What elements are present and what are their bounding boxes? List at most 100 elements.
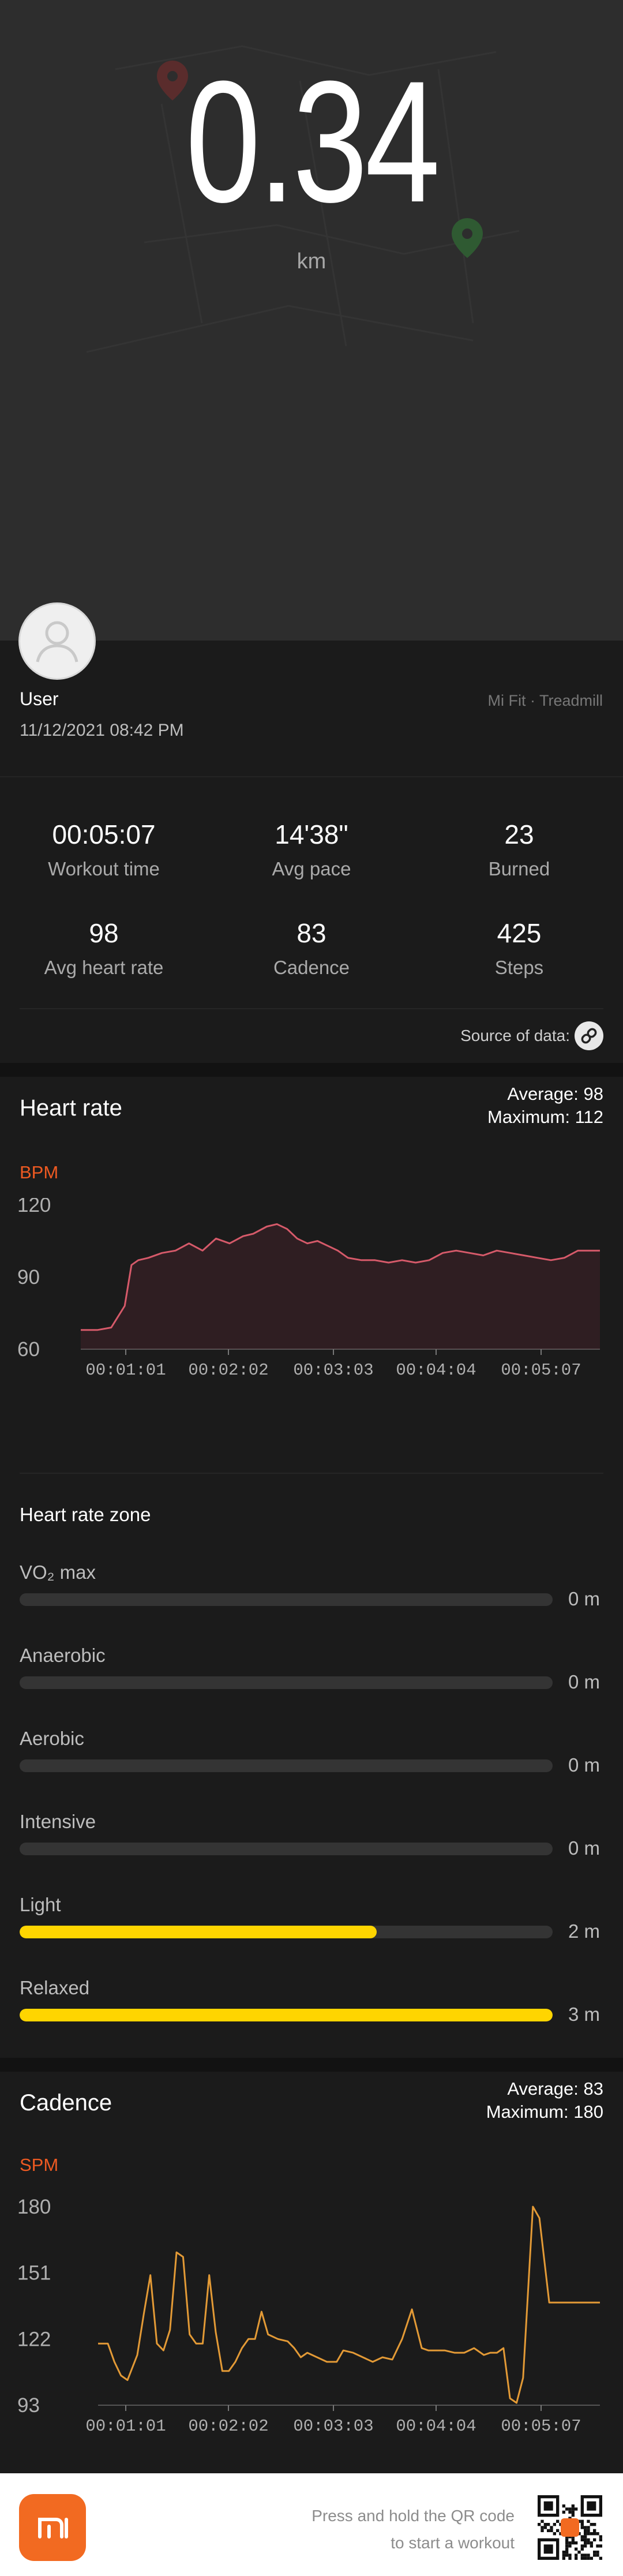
mi-logo-icon [38, 2518, 68, 2538]
qr-module [587, 2556, 590, 2560]
qr-finder-core [543, 2501, 553, 2511]
user-icon [36, 621, 78, 662]
qr-module [571, 2514, 575, 2517]
cadence-maximum: Maximum: 180 [486, 2102, 603, 2122]
qr-module [590, 2532, 593, 2536]
qr-module [584, 2529, 587, 2532]
end-pin-icon [452, 218, 483, 258]
workout-source: Mi Fit · Treadmill [487, 692, 603, 709]
qr-module [571, 2538, 575, 2541]
x-tick-label: 00:01:01 [85, 1361, 166, 1380]
x-tick-label: 00:03:03 [293, 1361, 373, 1380]
zone-value: 0 m [568, 1671, 600, 1693]
x-tick-label: 00:02:02 [188, 2417, 268, 2436]
qr-module [596, 2544, 599, 2548]
qr-module [587, 2526, 590, 2529]
zone-bar [20, 1843, 553, 1855]
workout-datetime: 11/12/2021 08:42 PM [20, 721, 184, 740]
footer-instruction-line1: Press and hold the QR code [312, 2507, 515, 2525]
stat-burned: 23 Burned [415, 819, 623, 880]
qr-module [541, 2529, 544, 2532]
stat-value: 425 [497, 918, 542, 948]
qr-module [587, 2553, 590, 2557]
x-tick-label: 00:05:07 [501, 1361, 581, 1380]
x-tick-label: 00:04:04 [396, 2417, 476, 2436]
stat-value: 14'38" [275, 819, 348, 849]
qr-module [590, 2541, 593, 2545]
x-tick-label: 00:05:07 [501, 2417, 581, 2436]
stat-label: Workout time [48, 858, 160, 879]
stat-value: 98 [89, 918, 119, 948]
zone-name: Aerobic [20, 1728, 84, 1749]
qr-module [580, 2526, 584, 2529]
qr-module [584, 2532, 587, 2536]
x-tick-label: 00:01:01 [85, 2417, 166, 2436]
cadence-title: Cadence [20, 2090, 112, 2116]
qr-module [593, 2538, 596, 2541]
source-of-data-label: Source of data: [460, 1027, 570, 1044]
zone-name: Relaxed [20, 1977, 90, 1998]
qr-module [575, 2547, 578, 2551]
x-tick-label: 00:03:03 [293, 2417, 373, 2436]
user-name: User [20, 688, 59, 709]
qr-module [565, 2553, 569, 2557]
stat-steps: 425 Steps [415, 918, 623, 979]
profile-section [0, 641, 623, 776]
zone-value: 0 m [568, 1588, 600, 1609]
qr-module [596, 2532, 599, 2536]
heart-rate-card: Heart rate Average: 98 Maximum: 112 BPM … [0, 1077, 623, 2058]
heart-rate-title: Heart rate [20, 1095, 122, 1121]
qr-module [593, 2553, 596, 2557]
stat-value: 23 [504, 819, 534, 849]
mi-logo [19, 2494, 86, 2561]
qr-module [562, 2553, 565, 2557]
stat-value: 00:05:07 [52, 819, 156, 849]
distance-value: 0.34 [185, 44, 440, 238]
qr-module [599, 2556, 602, 2560]
qr-module [541, 2519, 544, 2523]
zone-bar [20, 1593, 553, 1606]
qr-module [568, 2510, 572, 2514]
footer-banner: Press and hold the QR code to start a wo… [0, 2473, 623, 2576]
qr-module [562, 2504, 565, 2508]
qr-module [575, 2553, 578, 2557]
qr-module [584, 2556, 587, 2560]
qr-module [556, 2519, 560, 2523]
stat-label: Avg pace [272, 858, 351, 879]
zone-bar [20, 1926, 553, 1938]
zone-bar [20, 1676, 553, 1689]
qr-module [565, 2544, 569, 2548]
y-tick-label: 180 [17, 2197, 51, 2218]
bpm-label: BPM [20, 1162, 59, 1182]
x-tick-label: 00:04:04 [396, 1361, 476, 1380]
qr-module [580, 2523, 584, 2526]
x-tick-label: 00:02:02 [188, 1361, 268, 1380]
zone-name: VO₂ max [20, 1562, 96, 1583]
y-tick-label: 122 [17, 2328, 51, 2350]
series-line [81, 1223, 600, 1331]
zone-value: 3 m [568, 2004, 600, 2025]
qr-module [599, 2538, 602, 2541]
cadence-summary: Average: 83 Maximum: 180 [486, 2077, 603, 2124]
qr-module [584, 2544, 587, 2548]
qr-module [584, 2541, 587, 2545]
stat-cadence: 83 Cadence [208, 918, 415, 979]
qr-module [587, 2519, 590, 2523]
zone-bar-fill [20, 2009, 553, 2021]
qr-code[interactable] [538, 2495, 602, 2560]
qr-module [565, 2541, 569, 2545]
qr-module [553, 2532, 556, 2536]
source-link-icon[interactable] [575, 1021, 603, 1050]
qr-module [596, 2551, 599, 2554]
qr-module [584, 2553, 587, 2557]
qr-module [577, 2532, 581, 2536]
qr-module [590, 2556, 593, 2560]
qr-module [550, 2526, 553, 2529]
qr-module [593, 2551, 596, 2554]
zone-bar [20, 1759, 553, 1772]
heart-rate-zone-title: Heart rate zone [20, 1504, 151, 1525]
qr-module [590, 2544, 593, 2548]
avatar[interactable] [18, 602, 96, 680]
qr-module [577, 2551, 581, 2554]
zone-value: 2 m [568, 1920, 600, 1942]
